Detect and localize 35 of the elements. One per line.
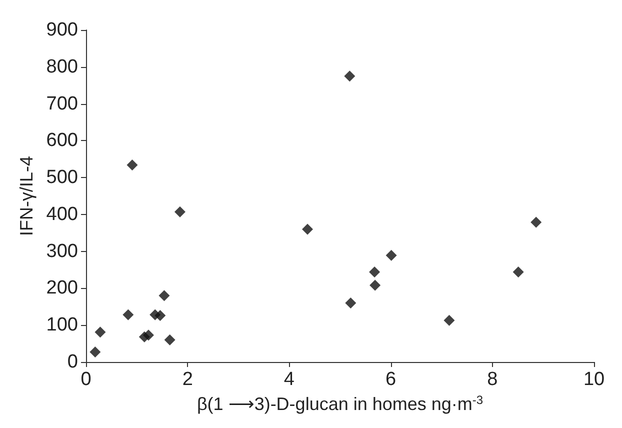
- y-tick-label: 600: [46, 130, 78, 152]
- point: [512, 266, 524, 278]
- point: [122, 309, 134, 320]
- y-tick-label: 800: [46, 56, 78, 78]
- y-tick-label: 300: [46, 240, 78, 262]
- y-tick-label: 500: [46, 167, 78, 188]
- y-axis-title: IFN-γ/IL-4: [16, 156, 36, 236]
- point: [142, 330, 154, 341]
- point: [370, 280, 381, 291]
- x-tick-label: 6: [386, 369, 396, 390]
- point: [345, 297, 356, 308]
- x-tick-label: 10: [583, 369, 605, 390]
- y-tick-label: 0: [67, 352, 78, 372]
- y-tick-label: 200: [46, 278, 78, 299]
- point: [94, 326, 106, 338]
- point: [154, 310, 166, 322]
- point: [158, 290, 170, 302]
- point: [174, 206, 186, 218]
- x-tick-label: 8: [487, 369, 498, 390]
- point: [164, 334, 176, 346]
- point: [302, 224, 313, 235]
- point: [344, 70, 356, 82]
- point: [369, 266, 380, 278]
- point: [530, 216, 542, 228]
- y-tick-label: 400: [46, 204, 78, 225]
- x-tick-label: 4: [284, 369, 295, 390]
- x-tick-label: 0: [80, 369, 92, 390]
- y-tick-label: 700: [46, 93, 78, 114]
- point: [90, 346, 101, 358]
- point: [444, 314, 455, 326]
- x-tick-label: 2: [182, 369, 193, 390]
- y-tick-label: 900: [46, 20, 78, 40]
- point: [386, 250, 397, 261]
- y-tick-label: 100: [46, 314, 78, 336]
- point: [126, 160, 138, 171]
